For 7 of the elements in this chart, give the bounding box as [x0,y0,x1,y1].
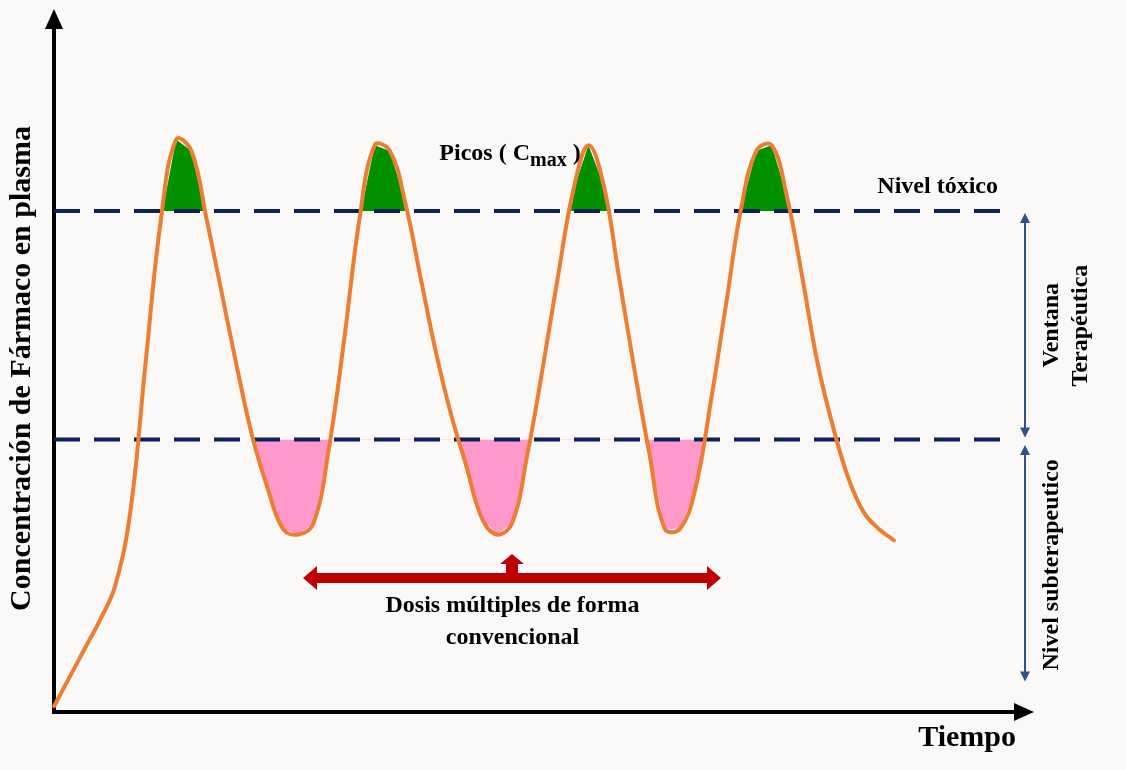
x-axis-title: Tiempo [918,718,1016,752]
text: Ventana Terapéutica [1036,263,1093,389]
annotation: Picos ( C$_{max}$ ) [438,138,582,172]
y-axis-title: Concentración de Fármaco en plasma [2,126,36,611]
annotation: Dosis múltiples de forma convencional [384,590,641,652]
text: Nivel subterapeutico [1036,459,1064,674]
ref-line-label: Nivel tóxico [877,172,998,199]
